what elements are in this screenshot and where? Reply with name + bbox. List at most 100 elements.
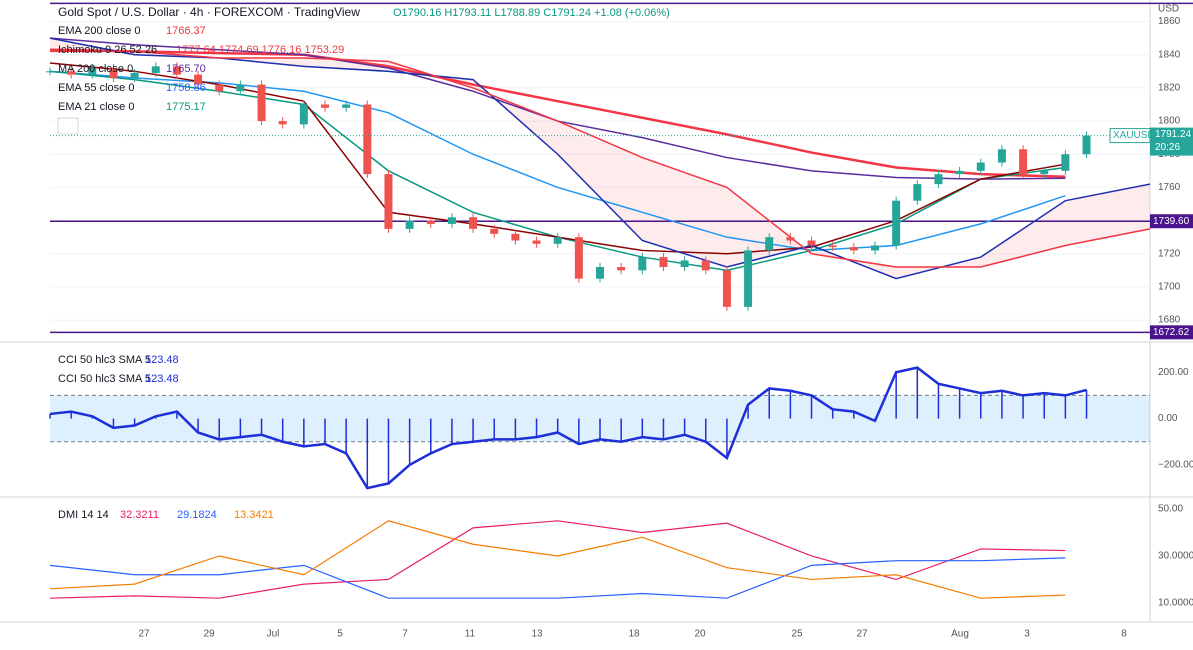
candle (617, 267, 626, 271)
x-tick-label: 8 (1121, 629, 1127, 640)
axis-unit: USD (1158, 4, 1179, 15)
legend-label: MA 200 close 0 (58, 63, 133, 75)
candle (151, 66, 160, 73)
candle (807, 240, 816, 246)
level-tag (1150, 214, 1193, 229)
cci-value: 123.48 (145, 373, 179, 385)
dmi-title: DMI 14 14 (58, 509, 109, 521)
x-tick-label: 5 (337, 629, 343, 640)
span-b-line (50, 50, 1151, 268)
cci-title: CCI 50 hlc3 SMA 5 (58, 373, 151, 385)
x-tick-label: Jul (267, 629, 280, 640)
ema55-line (49, 70, 1066, 252)
x-tick-label: 29 (203, 629, 215, 640)
y-tick-label: −200.00 (1158, 460, 1193, 471)
candle (701, 260, 710, 271)
candle (130, 72, 139, 78)
span-a-line (49, 37, 1151, 280)
legend-value: 32.3211 (120, 509, 159, 521)
candle (67, 71, 76, 75)
y-tick-label: 1700 (1158, 282, 1181, 293)
candle (236, 84, 245, 92)
y-tick-label: 1760 (1158, 182, 1181, 193)
price-tag (1150, 127, 1193, 156)
candle (997, 149, 1006, 163)
x-tick-label: Aug (951, 629, 969, 640)
y-tick-label: 200.00 (1158, 367, 1189, 378)
x-tick-label: 13 (531, 629, 543, 640)
candle (722, 270, 731, 307)
candle (744, 250, 753, 307)
level-label: 1739.60 (1153, 216, 1190, 227)
y-tick-label: 1720 (1158, 248, 1181, 259)
legend-value: 1758.86 (166, 82, 206, 94)
collapse-button[interactable] (57, 117, 79, 135)
x-tick-label: 27 (856, 629, 868, 640)
level-label: 1672.62 (1153, 327, 1190, 338)
x-tick-label: 18 (628, 629, 640, 640)
candle (278, 121, 287, 125)
candle (1082, 135, 1091, 155)
legend-value: 1765.70 (166, 63, 206, 75)
candle (1061, 154, 1070, 171)
legend-label: EMA 21 close 0 (58, 101, 134, 113)
legend-value: 13.3421 (234, 509, 274, 521)
candle (638, 257, 647, 271)
candle (426, 220, 435, 224)
candle (257, 84, 266, 122)
candle (405, 220, 414, 229)
candle (46, 71, 54, 73)
x-tick-label: 25 (791, 629, 803, 640)
candle (532, 240, 541, 244)
candle (828, 245, 837, 248)
y-tick-label: 1820 (1158, 83, 1181, 94)
countdown-label: 20:26 (1155, 142, 1180, 153)
legend-value: 1775.17 (166, 101, 206, 113)
symbol-label: XAUUSD (1113, 130, 1155, 141)
price-label: 1791.24 (1155, 129, 1192, 140)
candle (553, 237, 562, 244)
dmi-line (49, 520, 1066, 599)
x-tick-label: 20 (694, 629, 706, 640)
candle (871, 245, 879, 251)
candle (1040, 170, 1049, 175)
x-tick-label: 11 (465, 629, 476, 640)
ohlc-values: O1790.16 H1793.11 L1788.89 C1791.24 +1.0… (393, 7, 670, 19)
candle (447, 217, 456, 224)
candle (109, 68, 118, 78)
legend-label: EMA 200 close 0 (58, 25, 141, 37)
candle (934, 174, 943, 185)
candle (511, 233, 520, 241)
y-tick-label: 1800 (1158, 116, 1181, 127)
candle (659, 257, 668, 268)
ichimoku-cloud (50, 38, 1150, 279)
y-tick-label: 0.00 (1158, 413, 1178, 424)
legend-label: Ichimoku 9 26 52 26 (58, 44, 157, 56)
candle (892, 200, 901, 246)
candle (574, 237, 583, 279)
candle (172, 66, 181, 75)
candle (363, 104, 372, 175)
dmi-line (49, 557, 1066, 599)
candle (680, 260, 689, 268)
candle (469, 217, 478, 229)
candle (596, 267, 604, 279)
candle (342, 104, 351, 108)
y-tick-label: 50.00 (1158, 504, 1183, 515)
dmi-line (49, 520, 1066, 599)
cci-title: CCI 50 hlc3 SMA 5 (58, 354, 151, 366)
candle (1019, 149, 1028, 175)
candle (765, 237, 774, 251)
legend-value: 29.1824 (177, 509, 217, 521)
candle (849, 247, 858, 251)
y-tick-label: 1840 (1158, 49, 1181, 60)
cci-value: 123.48 (145, 354, 179, 366)
level-tag (1150, 325, 1193, 340)
x-tick-label: 27 (138, 629, 150, 640)
x-tick-label: 7 (402, 629, 408, 640)
candle (384, 174, 393, 229)
candle (299, 104, 308, 125)
chart-title: Gold Spot / U.S. Dollar · 4h · FOREXCOM … (58, 5, 360, 19)
legend-value: 1777.64 1774.69 1776.16 1753.29 (176, 44, 344, 56)
